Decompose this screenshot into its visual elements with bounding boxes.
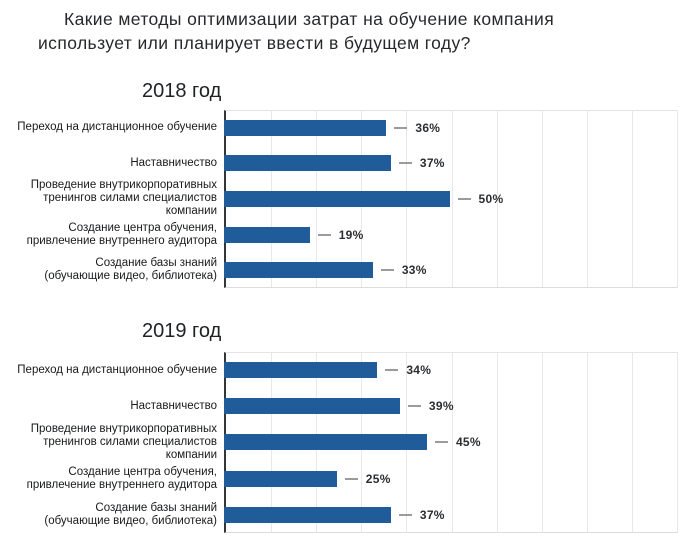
gridline xyxy=(631,111,633,287)
value-label: 19% xyxy=(338,227,364,242)
gridline xyxy=(586,353,588,532)
bar-row: Переход на дистанционное обучение 36% xyxy=(0,110,700,146)
value-label: 37% xyxy=(419,507,445,522)
bar-row: Проведение внутрикорпоративных тренингов… xyxy=(0,179,700,218)
bar-row: Переход на дистанционное обучение 34% xyxy=(0,352,700,388)
bar-row: Создание центра обучения, привлечение вн… xyxy=(0,217,700,253)
gridline xyxy=(586,111,588,287)
bar-zone: 39% xyxy=(224,388,700,424)
gridline xyxy=(496,353,498,532)
leader-dash xyxy=(457,197,471,200)
bar xyxy=(224,226,310,243)
bar-row: Создание центра обучения, привлечение вн… xyxy=(0,461,700,497)
bar-zone: 36% xyxy=(224,110,700,146)
bar xyxy=(224,119,387,136)
value-label: 37% xyxy=(419,156,445,171)
value-label: 45% xyxy=(455,435,481,450)
leader-dash xyxy=(380,269,394,272)
value-label: 34% xyxy=(406,363,432,378)
leader-dash xyxy=(317,233,331,236)
leader-dash xyxy=(394,126,408,129)
bar-zone: 50% xyxy=(224,181,700,217)
gridline xyxy=(677,111,678,287)
leader-dash xyxy=(398,513,412,516)
chart-2018-rows: Переход на дистанционное обучение 36% Наст… xyxy=(0,110,700,288)
leader-dash xyxy=(398,162,412,165)
bar xyxy=(224,262,373,279)
category-label: Наставничество xyxy=(130,399,217,412)
bar-row: Наставничество 37% xyxy=(0,146,700,182)
gridline xyxy=(451,111,453,287)
category-label: Создание центра обучения, привлечение вн… xyxy=(26,221,217,247)
bar xyxy=(224,155,391,172)
bar xyxy=(224,470,337,487)
gridline xyxy=(541,111,543,287)
bar-row: Создание базы знаний (обучающие видео, б… xyxy=(0,497,700,533)
bar-row: Создание базы знаний (обучающие видео, б… xyxy=(0,252,700,288)
chart-title: Какие методы оптимизации затрат на обуче… xyxy=(38,9,555,53)
bar-zone: 33% xyxy=(224,252,700,288)
bar-zone: 45% xyxy=(224,424,700,460)
gridline xyxy=(677,353,678,532)
category-label: Создание базы знаний (обучающие видео, б… xyxy=(44,501,217,527)
category-label: Переход на дистанционное обучение xyxy=(17,121,217,134)
category-label: Переход на дистанционное обучение xyxy=(17,363,217,376)
bar-row: Проведение внутрикорпоративных тренингов… xyxy=(0,422,700,461)
bar xyxy=(224,190,450,207)
chart-2019-rows: Переход на дистанционное обучение 34% Наст… xyxy=(0,352,700,533)
bar xyxy=(224,434,427,451)
bar-row: Наставничество 39% xyxy=(0,388,700,424)
value-label: 33% xyxy=(401,263,427,278)
leader-dash xyxy=(434,441,448,444)
gridline xyxy=(496,111,498,287)
value-label: 36% xyxy=(415,120,441,135)
bar xyxy=(224,398,400,415)
chart-2018-subtitle: 2018 год xyxy=(142,80,222,102)
leader-dash xyxy=(344,477,358,480)
bar-zone: 37% xyxy=(224,497,700,533)
leader-dash xyxy=(385,369,399,372)
category-label: Создание базы знаний (обучающие видео, б… xyxy=(44,257,217,283)
gridline xyxy=(541,353,543,532)
value-label: 50% xyxy=(478,191,504,206)
leader-dash xyxy=(407,405,421,408)
bar xyxy=(224,506,391,523)
bar-zone: 34% xyxy=(224,352,700,388)
value-label: 25% xyxy=(365,471,391,486)
bar-zone: 37% xyxy=(224,146,700,182)
bar xyxy=(224,362,378,379)
category-label: Проведение внутрикорпоративных тренингов… xyxy=(30,422,217,461)
category-label: Создание центра обучения, привлечение вн… xyxy=(26,465,217,491)
gridline xyxy=(451,353,453,532)
bar-zone: 19% xyxy=(224,217,700,253)
category-label: Наставничество xyxy=(130,156,217,169)
category-label: Проведение внутрикорпоративных тренингов… xyxy=(30,179,217,218)
chart-2019-subtitle: 2019 год xyxy=(142,320,222,342)
gridline xyxy=(631,353,633,532)
bar-zone: 25% xyxy=(224,461,700,497)
value-label: 39% xyxy=(428,399,454,414)
